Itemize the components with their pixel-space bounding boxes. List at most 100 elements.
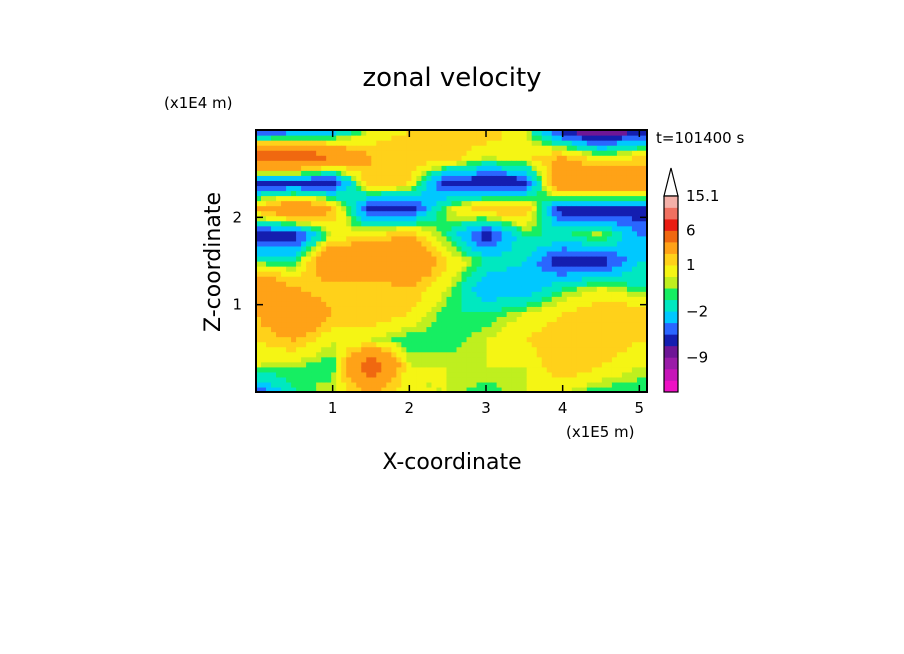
heatmap-cell xyxy=(566,235,573,242)
heatmap-cell xyxy=(361,381,367,388)
heatmap-cell xyxy=(436,255,443,262)
heatmap-cell xyxy=(566,130,573,136)
heatmap-cell xyxy=(616,140,623,146)
heatmap-cell xyxy=(606,381,613,388)
heatmap-cell xyxy=(271,160,277,166)
heatmap-cell xyxy=(561,230,568,237)
heatmap-cell xyxy=(416,250,423,257)
heatmap-cell xyxy=(531,140,538,146)
heatmap-cell xyxy=(256,130,262,136)
heatmap-cell xyxy=(596,366,603,373)
heatmap-cell xyxy=(536,276,543,282)
heatmap-cell xyxy=(546,291,553,297)
heatmap-cell xyxy=(271,230,277,237)
heatmap-cell xyxy=(601,160,608,166)
heatmap-cell xyxy=(596,306,603,312)
heatmap-cell xyxy=(391,266,397,272)
heatmap-cell xyxy=(641,230,648,237)
heatmap-cell xyxy=(291,150,297,156)
heatmap-cell xyxy=(441,180,448,187)
heatmap-cell xyxy=(616,311,623,318)
heatmap-cell xyxy=(491,386,498,393)
heatmap-cell xyxy=(481,321,488,328)
heatmap-cell xyxy=(571,311,578,318)
heatmap-cell xyxy=(441,160,448,166)
heatmap-cell xyxy=(586,286,593,292)
heatmap-cell xyxy=(426,145,433,151)
heatmap-cell xyxy=(511,326,518,333)
heatmap-cell xyxy=(371,261,377,267)
heatmap-cell xyxy=(636,271,643,277)
colorbar-band xyxy=(664,230,678,243)
heatmap-cell xyxy=(471,376,478,383)
heatmap-cell xyxy=(486,346,493,353)
heatmap-cell xyxy=(636,190,643,197)
heatmap-cell xyxy=(411,160,418,166)
heatmap-cell xyxy=(571,180,578,187)
heatmap-cell xyxy=(291,235,297,242)
heatmap-cell xyxy=(336,301,342,307)
heatmap-cell xyxy=(626,326,633,333)
heatmap-cell xyxy=(506,220,513,227)
heatmap-cell xyxy=(276,175,282,181)
heatmap-cell xyxy=(446,140,453,146)
heatmap-cell xyxy=(571,286,578,292)
heatmap-cell xyxy=(566,281,573,287)
heatmap-cell xyxy=(431,155,438,161)
heatmap-cell xyxy=(401,301,407,307)
heatmap-cell xyxy=(501,195,508,202)
heatmap-cell xyxy=(636,235,643,242)
heatmap-cell xyxy=(291,145,297,151)
heatmap-cell xyxy=(446,261,453,267)
heatmap-cell xyxy=(456,356,463,363)
heatmap-cell xyxy=(456,210,463,217)
heatmap-cell xyxy=(296,170,302,176)
heatmap-cell xyxy=(496,286,503,292)
heatmap-cell xyxy=(291,286,297,292)
heatmap-cell xyxy=(566,140,573,146)
heatmap-cell xyxy=(516,361,523,368)
heatmap-cell xyxy=(421,245,428,252)
heatmap-cell xyxy=(591,376,598,383)
heatmap-cell xyxy=(506,296,513,302)
heatmap-cell xyxy=(261,130,267,136)
heatmap-cell xyxy=(581,371,588,378)
heatmap-cell xyxy=(471,331,478,338)
heatmap-cell xyxy=(571,200,578,207)
heatmap-cell xyxy=(426,155,433,161)
heatmap-cell xyxy=(466,376,473,383)
heatmap-cell xyxy=(266,311,272,318)
heatmap-cell xyxy=(501,250,508,257)
heatmap-cell xyxy=(401,336,407,343)
heatmap-cell xyxy=(621,306,628,312)
heatmap-cell xyxy=(436,286,443,292)
heatmap-cell xyxy=(616,170,623,176)
heatmap-cell xyxy=(336,266,342,272)
heatmap-cell xyxy=(496,271,503,277)
heatmap-cell xyxy=(531,200,538,207)
heatmap-cell xyxy=(556,150,563,156)
heatmap-cell xyxy=(526,356,533,363)
colorbar-band xyxy=(664,311,678,324)
heatmap-cell xyxy=(276,281,282,287)
heatmap-cell xyxy=(496,210,503,217)
heatmap-cell xyxy=(336,140,342,146)
heatmap-cell xyxy=(581,306,588,312)
heatmap-cell xyxy=(496,130,503,136)
heatmap-cell xyxy=(481,230,488,237)
heatmap-cell xyxy=(531,250,538,257)
heatmap-cell xyxy=(486,261,493,267)
heatmap-cell xyxy=(391,341,397,348)
heatmap-cell xyxy=(316,381,322,388)
heatmap-cell xyxy=(421,235,428,242)
heatmap-cell xyxy=(441,311,448,318)
heatmap-cell xyxy=(441,316,448,323)
heatmap-cell xyxy=(611,361,618,368)
heatmap-cell xyxy=(256,351,262,358)
heatmap-cell xyxy=(346,225,352,232)
heatmap-cell xyxy=(556,366,563,373)
heatmap-cell xyxy=(416,255,423,262)
heatmap-cell xyxy=(336,160,342,166)
heatmap-cell xyxy=(501,356,508,363)
heatmap-cell xyxy=(286,185,292,192)
